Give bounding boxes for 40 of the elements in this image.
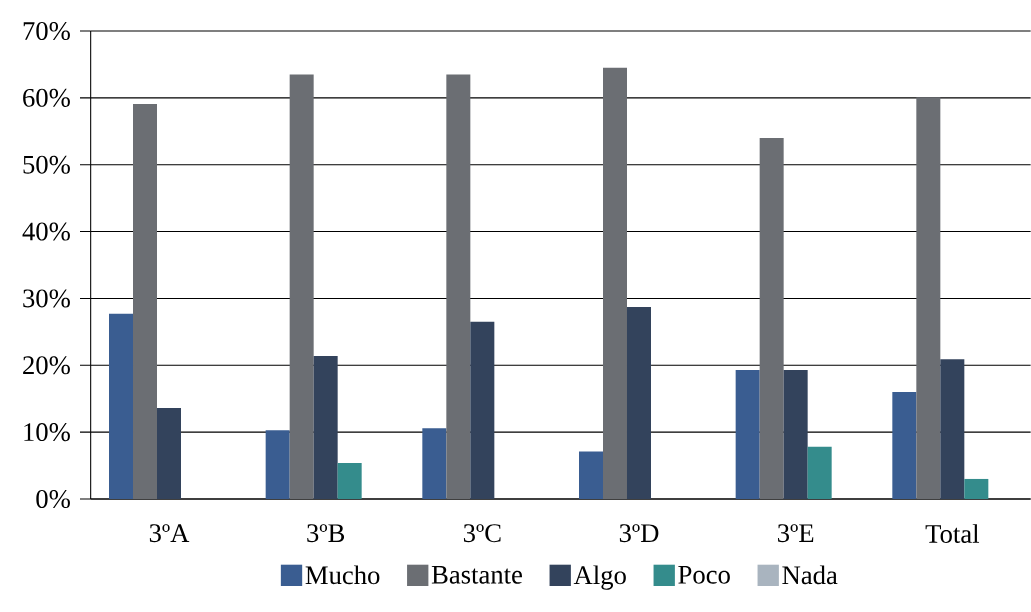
bar	[133, 103, 157, 499]
y-tick-label: 30%	[23, 289, 70, 308]
bar	[892, 392, 917, 499]
bar	[422, 428, 447, 499]
legend-label: Algo	[573, 565, 626, 590]
legend-label: Nada	[782, 565, 838, 585]
y-tick-label: 40%	[22, 222, 70, 241]
bar	[109, 313, 134, 499]
bar	[337, 462, 362, 499]
bar	[603, 67, 627, 499]
bar	[964, 478, 989, 499]
bar	[470, 321, 495, 499]
x-tick-label: 3ºE	[778, 524, 814, 543]
bar	[313, 355, 338, 499]
y-tick-label: 70%	[23, 21, 70, 41]
bar	[940, 359, 965, 499]
bar	[579, 451, 603, 499]
bar	[627, 307, 651, 499]
bar	[265, 430, 290, 499]
legend-label: Mucho	[305, 565, 380, 585]
y-tick-label: 60%	[23, 88, 70, 107]
bar	[157, 408, 181, 499]
bar	[446, 74, 471, 499]
y-tick-label: 0%	[36, 489, 70, 509]
x-tick-label: 3ºB	[307, 524, 345, 543]
bar	[289, 74, 314, 499]
bar	[783, 369, 808, 499]
legend-label: Bastante	[431, 565, 522, 584]
bar	[807, 446, 832, 499]
y-tick-label: 10%	[24, 423, 70, 442]
legend-label: Poco	[678, 565, 730, 584]
bar	[735, 369, 760, 499]
x-tick-label: 3ºD	[619, 524, 659, 543]
x-tick-label: 3ºA	[149, 524, 190, 543]
y-tick-label: 20%	[23, 356, 70, 375]
x-tick-label: Total	[925, 524, 980, 543]
x-tick-label: 3ºC	[463, 524, 501, 543]
bar	[916, 97, 941, 499]
y-tick-label: 50%	[23, 155, 70, 174]
bar	[759, 137, 784, 499]
